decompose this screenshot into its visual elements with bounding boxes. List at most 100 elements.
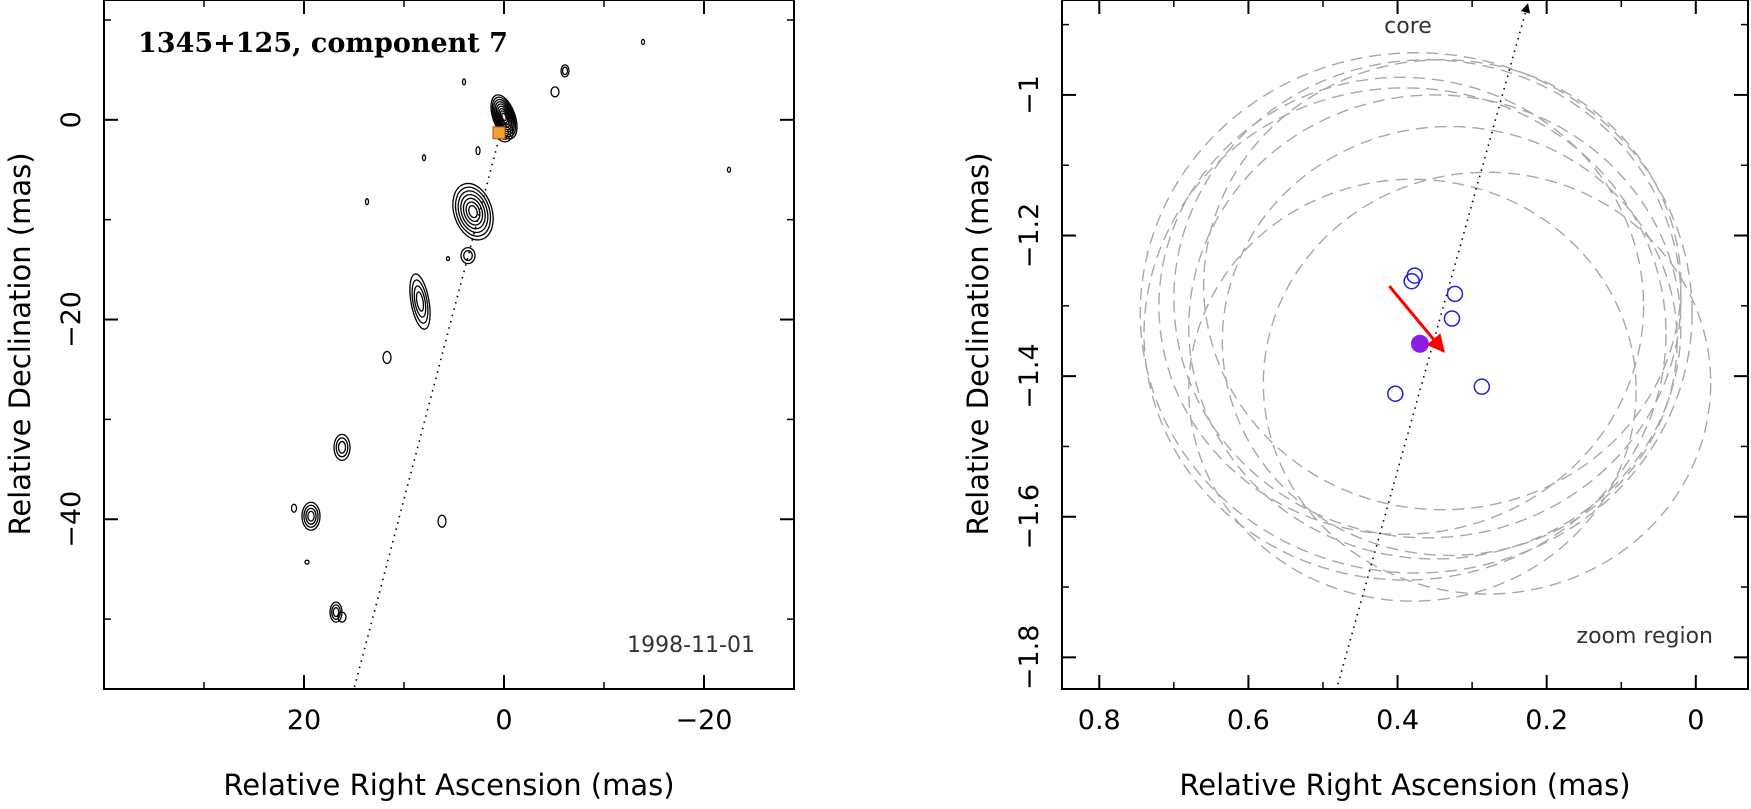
fit-circle	[1262, 171, 1712, 595]
contour-feature	[337, 611, 347, 623]
contour-level	[457, 190, 489, 234]
contour-feature	[304, 559, 310, 565]
contour-level	[305, 507, 317, 525]
position-marker	[1403, 272, 1420, 290]
contour-feature	[726, 166, 732, 173]
observation-date: 1998-11-01	[627, 633, 755, 658]
motion-vector-arrow	[1388, 285, 1445, 353]
contour-level	[491, 96, 517, 138]
contour-level	[550, 86, 560, 98]
contour-feature	[301, 501, 321, 531]
contour-level	[411, 279, 429, 324]
contour-map-ticks: 20 0 −20 0 −20 −40	[56, 0, 794, 736]
zoom-panel-x-axis-label: Relative Right Ascension (mas)	[1179, 768, 1630, 802]
contour-level	[460, 246, 476, 265]
contour-level	[445, 255, 451, 262]
position-marker	[1446, 285, 1464, 303]
contour-level	[561, 66, 569, 76]
fit-circle	[1139, 52, 1693, 574]
contour-map-frame	[103, 0, 795, 690]
position-marker	[1473, 378, 1491, 395]
contour-level	[337, 440, 347, 454]
fit-circle	[1188, 178, 1637, 602]
mean-position-marker	[1410, 334, 1429, 353]
zoom-panel-x-tick-label: 0.2	[1525, 705, 1568, 736]
contour-level	[640, 38, 646, 46]
contour-feature	[640, 38, 646, 46]
contour-level	[364, 198, 370, 206]
zoom-panel-x-tick-label: 0	[1687, 705, 1704, 736]
contour-map-panel: 20 0 −20 0 −20 −40 1345+125, component 7 1998…	[3, 0, 795, 802]
zoom-panel-frame	[1061, 0, 1749, 690]
contour-feature	[560, 64, 570, 78]
zoom-panel-x-tick-label: 0.8	[1078, 705, 1121, 736]
fit-circle	[1221, 125, 1678, 557]
contour-map-y-tick-label: −20	[56, 291, 87, 348]
contour-level	[421, 154, 427, 162]
fit-circle	[1202, 59, 1682, 511]
position-marker	[1443, 310, 1461, 327]
contour-level	[560, 64, 570, 78]
contour-level	[303, 504, 319, 528]
contour-feature	[409, 273, 431, 330]
zoom-panel-data	[1139, 3, 1712, 689]
zoom-panel-y-tick-label: −1.6	[1014, 484, 1045, 550]
fit-circle	[1188, 94, 1682, 560]
contour-feature	[461, 78, 467, 86]
contour-level	[465, 201, 481, 222]
zoom-panel-ticks: 0.8 0.6 0.4 0.2 0 −1 −1.2 −1.4 −1.6 −1.8	[1014, 0, 1748, 736]
contour-feature	[452, 182, 494, 241]
contour-feature	[290, 503, 298, 513]
contour-level	[382, 350, 392, 365]
contour-level	[454, 186, 492, 237]
contour-level	[290, 503, 298, 513]
contour-map-y-tick-label: 0	[56, 111, 87, 128]
contour-feature	[550, 86, 560, 98]
contour-level	[304, 559, 310, 565]
contour-level	[498, 107, 510, 126]
contour-map-x-tick-label: −20	[676, 705, 733, 736]
contour-level	[463, 250, 473, 262]
contour-level	[333, 433, 351, 462]
contour-map-x-tick-label: 20	[287, 705, 321, 736]
zoom-panel-y-tick-label: −1.2	[1014, 203, 1045, 269]
contour-level	[494, 101, 514, 133]
contour-feature	[460, 246, 476, 265]
fit-circle	[1158, 76, 1645, 536]
contour-level	[437, 514, 447, 528]
contour-level	[335, 437, 349, 458]
contour-level	[409, 273, 431, 330]
contour-feature	[421, 154, 427, 162]
zoom-panel-y-tick-label: −1.8	[1014, 625, 1045, 691]
contour-map-data	[290, 38, 732, 689]
contour-level	[726, 166, 732, 173]
zoom-region-label: zoom region	[1577, 624, 1713, 649]
contour-level	[475, 146, 481, 156]
core-direction-line	[1335, 3, 1531, 689]
component-marker	[492, 126, 506, 140]
contour-level	[413, 285, 427, 318]
contour-feature	[445, 255, 451, 262]
zoom-panel-x-tick-label: 0.4	[1376, 705, 1419, 736]
contour-feature	[364, 198, 370, 206]
fit-circle	[1143, 87, 1667, 581]
contour-feature	[333, 433, 351, 462]
contour-level	[460, 193, 486, 230]
contour-level	[468, 205, 478, 219]
contour-map-x-axis-label: Relative Right Ascension (mas)	[223, 768, 674, 802]
contour-level	[337, 611, 347, 623]
contour-level	[307, 510, 315, 522]
contour-level	[461, 78, 467, 86]
contour-level	[499, 110, 509, 124]
contour-level	[301, 501, 321, 531]
zoom-panel: 0.8 0.6 0.4 0.2 0 −1 −1.2 −1.4 −1.6 −1.8 core zoo…	[961, 0, 1749, 802]
contour-map-title: 1345+125, component 7	[138, 28, 508, 59]
contour-feature	[382, 350, 392, 365]
contour-level	[452, 182, 494, 241]
zoom-panel-y-tick-label: −1.4	[1014, 343, 1045, 409]
contour-feature	[475, 146, 481, 156]
zoom-panel-y-axis-label: Relative Declination (mas)	[961, 152, 995, 535]
contour-level	[415, 291, 425, 312]
contour-level	[332, 607, 340, 618]
